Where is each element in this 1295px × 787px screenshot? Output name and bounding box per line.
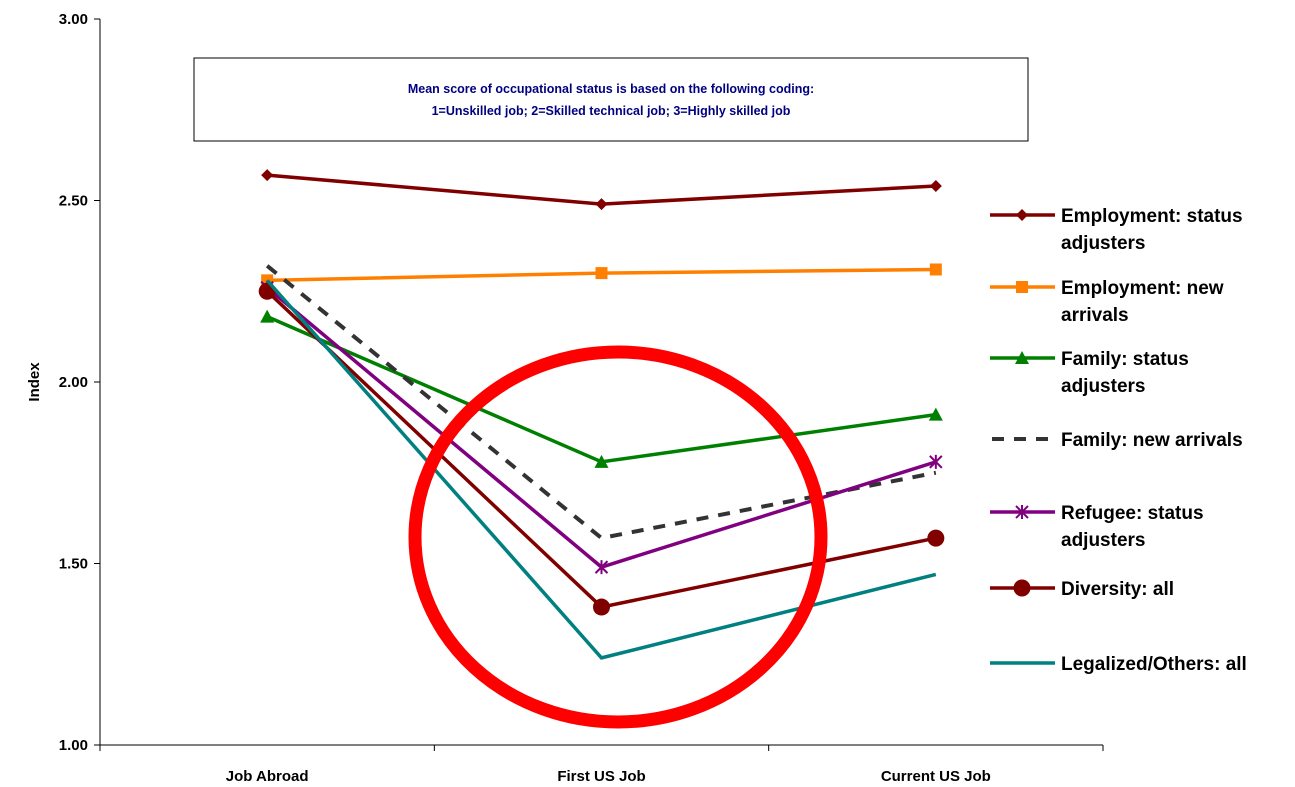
highlight-circle [408,345,828,729]
y-axis-title: Index [26,362,43,402]
legend-item-4: Refugee: status adjusters [990,503,1204,551]
legend-label: adjusters [1061,233,1145,254]
data-point [929,454,943,469]
y-tick-label: 1.50 [59,556,88,573]
legend-item-5: Diversity: all [990,579,1174,600]
series-3 [265,264,937,541]
series-lines [258,169,945,660]
y-ticks: 1.00 1.50 2.00 2.50 3.00 [59,11,100,754]
legend-label: adjusters [1061,376,1145,397]
y-tick-label: 2.50 [59,193,88,210]
legend-marker [1013,579,1031,597]
legend-item-1: Employment: new arrivals [990,278,1224,326]
series-6 [265,279,937,660]
legend-item-3: Family: new arrivals [992,430,1243,451]
coding-note-box: Mean score of occupational status is bas… [193,57,1029,142]
legend-label: Legalized/Others: all [1061,654,1247,675]
legend-item-2: Family: status adjusters [990,349,1189,397]
y-tick-label: 3.00 [59,11,88,28]
legend-item-6: Legalized/Others: all [990,654,1247,675]
y-tick-label: 1.00 [59,737,88,754]
legend-item-0: Employment: status adjusters [990,206,1243,254]
legend-marker [1016,209,1028,221]
series-line [265,264,937,541]
legend-label: arrivals [1061,305,1129,326]
series-line [266,315,937,464]
legend-label: Refugee: status [1061,503,1204,524]
data-point [593,598,610,616]
data-point [927,529,945,547]
data-point [929,179,942,192]
x-ticks: Job Abroad First US Job Current US Job [99,745,1104,785]
legend-label: Family: new arrivals [1061,430,1243,451]
legend-marker [1016,281,1028,293]
series-2 [260,309,943,468]
legend-marker [1015,351,1029,364]
legend-label: Employment: status [1061,206,1243,227]
data-point [929,263,942,276]
legend-label: adjusters [1061,530,1145,551]
x-tick-label: Current US Job [881,768,991,785]
x-tick-label: Job Abroad [226,768,309,785]
legend-label: Diversity: all [1061,579,1174,600]
coding-note-frame [193,57,1029,142]
legend-label: Employment: new [1061,278,1224,299]
series-1 [261,263,942,287]
coding-note-line-1: Mean score of occupational status is bas… [408,82,814,96]
legend-label: Family: status [1061,349,1189,370]
y-tick-label: 2.00 [59,374,88,391]
legend: Employment: status adjusters Employment: n… [990,206,1247,675]
legend-marker [1015,505,1029,519]
series-0 [261,169,942,211]
x-tick-label: First US Job [557,768,645,785]
data-point [594,454,609,468]
data-point [928,407,943,421]
series-line [265,289,937,609]
data-point [594,560,609,575]
coding-note-line-2: 1=Unskilled job; 2=Skilled technical job… [432,104,791,118]
data-point [595,198,608,211]
data-point [261,169,274,182]
data-point [260,309,275,323]
series-line [265,279,937,660]
data-point [595,267,608,280]
